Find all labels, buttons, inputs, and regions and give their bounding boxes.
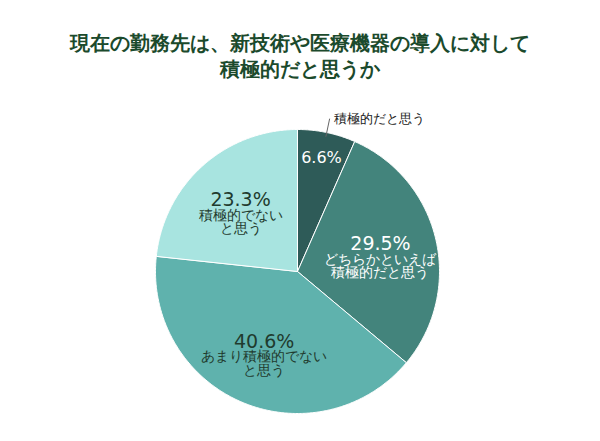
svg-text:積極的でないと思う: 積極的でないと思う [199, 207, 283, 237]
svg-text:積極的だと思う: 積極的だと思う [334, 111, 425, 126]
svg-text:29.5%: 29.5% [350, 232, 411, 255]
svg-text:23.3%: 23.3% [210, 188, 271, 211]
svg-text:あまり積極的でないと思う: あまり積極的でないと思う [201, 348, 327, 377]
svg-text:40.6%: 40.6% [234, 329, 295, 352]
svg-text:どちらかといえば積極的だと思う: どちらかといえば積極的だと思う [324, 251, 437, 280]
svg-text:6.6%: 6.6% [301, 148, 342, 167]
html-text:現在の勤務先は、新技術や医療機器の導入に対して 積極的だと思: 現在の勤務先は、新技術や医療機器の導入に対して 積極的だと思うか [70, 31, 530, 81]
